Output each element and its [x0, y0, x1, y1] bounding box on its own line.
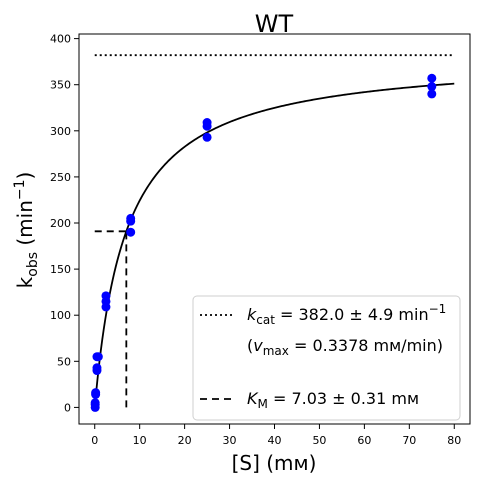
legend-box	[192, 295, 461, 421]
x-axis-label: [S] (mм)	[232, 451, 317, 475]
data-point-13	[126, 227, 136, 237]
plot-frame	[78, 33, 471, 425]
y-tick-label-200: 200	[50, 217, 71, 230]
x-axis-ticks: 0 10 20 30 40 50 60 70 80	[91, 424, 461, 447]
legend-km-label: KM = 7.03 ± 0.31 mм	[247, 389, 419, 411]
y-tick-label-350: 350	[50, 79, 71, 92]
y-tick-label-50: 50	[57, 355, 71, 368]
y-tick-label-150: 150	[50, 263, 71, 276]
x-tick-label-40: 40	[268, 434, 282, 447]
data-points	[90, 73, 437, 412]
data-point-15	[126, 213, 136, 223]
data-point-3	[90, 398, 100, 408]
x-tick-label-0: 0	[91, 434, 98, 447]
y-tick-label-100: 100	[50, 309, 71, 322]
data-point-19	[427, 89, 437, 99]
data-point-21	[427, 73, 437, 83]
data-point-9	[93, 352, 103, 362]
y-axis-ticks: 0 50 100 150 200 250 300 350 400	[50, 33, 79, 414]
x-tick-label-10: 10	[133, 434, 147, 447]
data-point-20	[427, 82, 437, 92]
x-tick-label-60: 60	[357, 434, 371, 447]
data-point-7	[92, 363, 102, 373]
y-tick-label-300: 300	[50, 125, 71, 138]
y-tick-label-250: 250	[50, 171, 71, 184]
chart-title: WT	[255, 10, 294, 38]
legend: kcat = 382.0 ± 4.9 min−1 (vmax = 0.3378 …	[192, 295, 461, 421]
legend-kcat-label: kcat = 382.0 ± 4.9 min−1	[247, 302, 446, 327]
data-point-12	[101, 291, 111, 301]
svg-text:kobs (min−1): kobs (min−1)	[12, 172, 41, 289]
data-point-5	[91, 388, 101, 398]
x-tick-label-80: 80	[447, 434, 461, 447]
x-tick-label-30: 30	[223, 434, 237, 447]
y-tick-label-400: 400	[50, 33, 71, 46]
michaelis-menten-fit-curve	[93, 82, 455, 408]
data-point-16	[202, 132, 212, 142]
data-point-18	[202, 118, 212, 128]
x-tick-label-50: 50	[312, 434, 326, 447]
y-axis-label: kobs (min−1)	[12, 172, 41, 289]
x-tick-label-20: 20	[178, 434, 192, 447]
y-tick-label-0: 0	[64, 401, 71, 414]
legend-vmax-label: (vmax = 0.3378 mм/min)	[247, 336, 443, 358]
x-tick-label-70: 70	[402, 434, 416, 447]
